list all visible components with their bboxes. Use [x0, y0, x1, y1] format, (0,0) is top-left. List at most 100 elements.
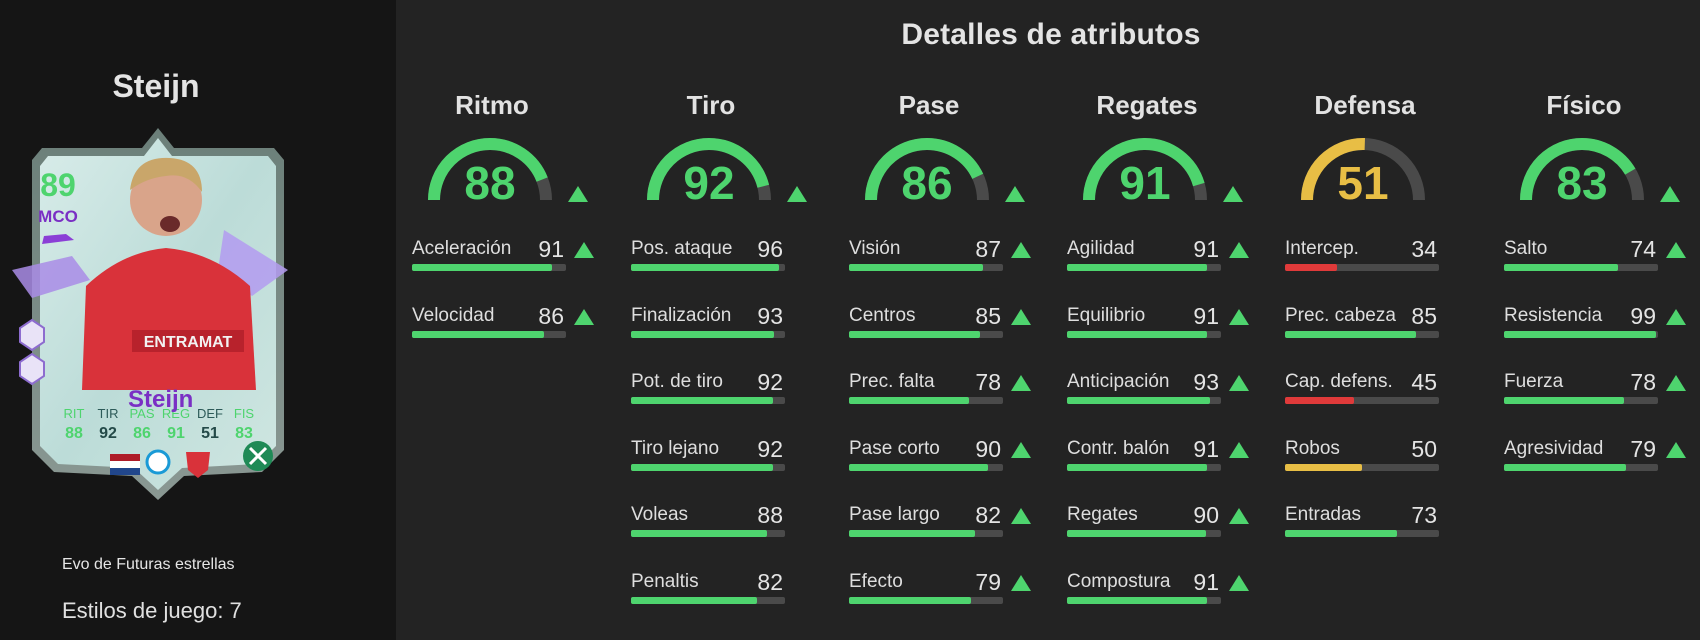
- page-title: Detalles de atributos: [901, 18, 1201, 51]
- upgrade-arrow-icon: [1011, 441, 1031, 458]
- attribute-bar-fill: [849, 264, 983, 271]
- attribute-bar-track: [1285, 330, 1439, 338]
- gauge-tiro: [647, 138, 771, 201]
- attribute-bar-fill: [1504, 463, 1626, 471]
- attribute-value: 92: [757, 369, 783, 395]
- evolution-label: Evo de Futuras estrellas: [62, 556, 235, 573]
- attribute-value: 45: [1411, 369, 1437, 395]
- card-stat-label: REG: [162, 406, 190, 421]
- attribute-label: Centros: [849, 304, 916, 326]
- attribute-value: 93: [757, 302, 783, 329]
- attribute-bar-track: [631, 330, 785, 338]
- attribute-value: 34: [1411, 236, 1437, 262]
- player-card[interactable]: ENTRAMAT 89 MCO RIT 88 TIR 92 PAS 86 REG 91 DEF 5…: [12, 120, 304, 505]
- attribute-value: 91: [538, 236, 564, 262]
- attribute-bar-track: [631, 596, 785, 604]
- attribute-value: 96: [757, 236, 783, 262]
- attribute-label: Finalización: [631, 304, 732, 326]
- attribute-value: 73: [1411, 502, 1437, 528]
- attribute-value: 93: [1193, 369, 1219, 395]
- upgrade-arrow-icon: [1666, 375, 1686, 391]
- attribute-label: Resistencia: [1504, 304, 1603, 326]
- attribute-value: 85: [1411, 302, 1437, 329]
- upgrade-arrow-icon: [787, 186, 807, 202]
- card-stat-value: 92: [99, 425, 117, 442]
- card-stat-value: 88: [65, 425, 83, 442]
- attribute-bar-fill: [631, 330, 775, 338]
- upgrade-arrow-icon: [1011, 375, 1031, 391]
- player-jersey: [82, 248, 256, 390]
- attribute-bar-fill: [849, 463, 988, 471]
- category-title-defensa: Defensa: [1314, 90, 1416, 120]
- attribute-bar-track: [1067, 463, 1221, 471]
- attribute-bar-fill: [1504, 330, 1657, 338]
- attribute-label: Efecto: [849, 570, 903, 592]
- gauge-value-fisico: 83: [1556, 157, 1608, 209]
- attribute-bar-track: [1504, 330, 1658, 338]
- evolution-icon: [248, 446, 268, 466]
- attribute-value: 91: [1193, 435, 1219, 462]
- card-stat-label: DEF: [197, 406, 223, 421]
- attribute-bar-fill: [1067, 264, 1208, 271]
- attribute-label: Compostura: [1067, 570, 1171, 592]
- attribute-bar-fill: [1285, 397, 1355, 404]
- attribute-label: Penaltis: [631, 570, 699, 592]
- attribute-label: Voleas: [631, 504, 689, 525]
- gauge-value-defensa: 51: [1337, 157, 1389, 209]
- attribute-bar-fill: [412, 264, 553, 271]
- attribute-bar-fill: [849, 596, 971, 604]
- attribute-bar-fill: [1285, 463, 1362, 471]
- attribute-label: Pos. ataque: [631, 238, 733, 259]
- attribute-value: 79: [975, 568, 1001, 595]
- card-stat-value: 91: [167, 425, 185, 442]
- attribute-bar-track: [1285, 264, 1439, 271]
- gauge-fill: [865, 138, 989, 201]
- card-position: MCO: [38, 207, 78, 226]
- gauge-value-tiro: 92: [683, 157, 735, 209]
- upgrade-arrow-icon: [574, 242, 594, 258]
- attribute-value: 85: [975, 302, 1001, 329]
- attribute-bar-fill: [1504, 397, 1625, 404]
- attribute-label: Agilidad: [1067, 238, 1135, 259]
- attribute-label: Velocidad: [412, 304, 495, 326]
- attribute-bar-track: [1067, 264, 1221, 271]
- jersey-sponsor: ENTRAMAT: [144, 334, 233, 351]
- attribute-bar-track: [631, 264, 785, 271]
- category-title-fisico: Físico: [1546, 90, 1622, 120]
- upgrade-arrow-icon: [1229, 242, 1249, 258]
- attribute-bar-fill: [849, 397, 970, 404]
- gauge-fill: [428, 138, 552, 201]
- upgrade-arrow-icon: [1229, 375, 1249, 391]
- upgrade-arrow-icon: [1011, 508, 1031, 524]
- attribute-label: Cap. defens.: [1285, 371, 1393, 392]
- player-hair: [130, 157, 202, 192]
- attribute-value: 91: [1193, 302, 1219, 329]
- attribute-value: 74: [1630, 236, 1656, 262]
- attribute-label: Entradas: [1285, 504, 1362, 525]
- jersey-sponsor-band: [132, 330, 244, 352]
- attribute-value: 50: [1411, 435, 1437, 462]
- attribute-value: 91: [1193, 236, 1219, 262]
- card-player-name: Steijn: [128, 386, 194, 413]
- gauge-fill: [1301, 138, 1425, 201]
- category-title-regates: Regates: [1096, 90, 1198, 120]
- attribute-bar-track: [631, 463, 785, 471]
- attribute-value: 88: [757, 502, 783, 528]
- attribute-bar-track: [631, 530, 785, 537]
- player-sidebar: Steijn ENTRAMAT 89 MCO: [0, 0, 396, 640]
- attribute-label: Prec. cabeza: [1285, 304, 1396, 326]
- attribute-bar-fill: [1285, 530, 1398, 537]
- attribute-bar-fill: [631, 530, 767, 537]
- attribute-value: 79: [1630, 435, 1656, 462]
- gauge-value-regates: 91: [1119, 157, 1171, 209]
- attribute-value: 91: [1193, 568, 1219, 595]
- attribute-label: Anticipación: [1067, 371, 1170, 392]
- gauge-value-pase: 86: [901, 157, 953, 209]
- attribute-label: Salto: [1504, 238, 1548, 259]
- attribute-bar-track: [1504, 397, 1658, 404]
- attribute-bar-track: [1067, 530, 1221, 537]
- upgrade-arrow-icon: [1660, 186, 1680, 202]
- attribute-bar-track: [412, 264, 566, 271]
- card-shard-left: [12, 256, 90, 298]
- attribute-label: Pot. de tiro: [631, 371, 723, 392]
